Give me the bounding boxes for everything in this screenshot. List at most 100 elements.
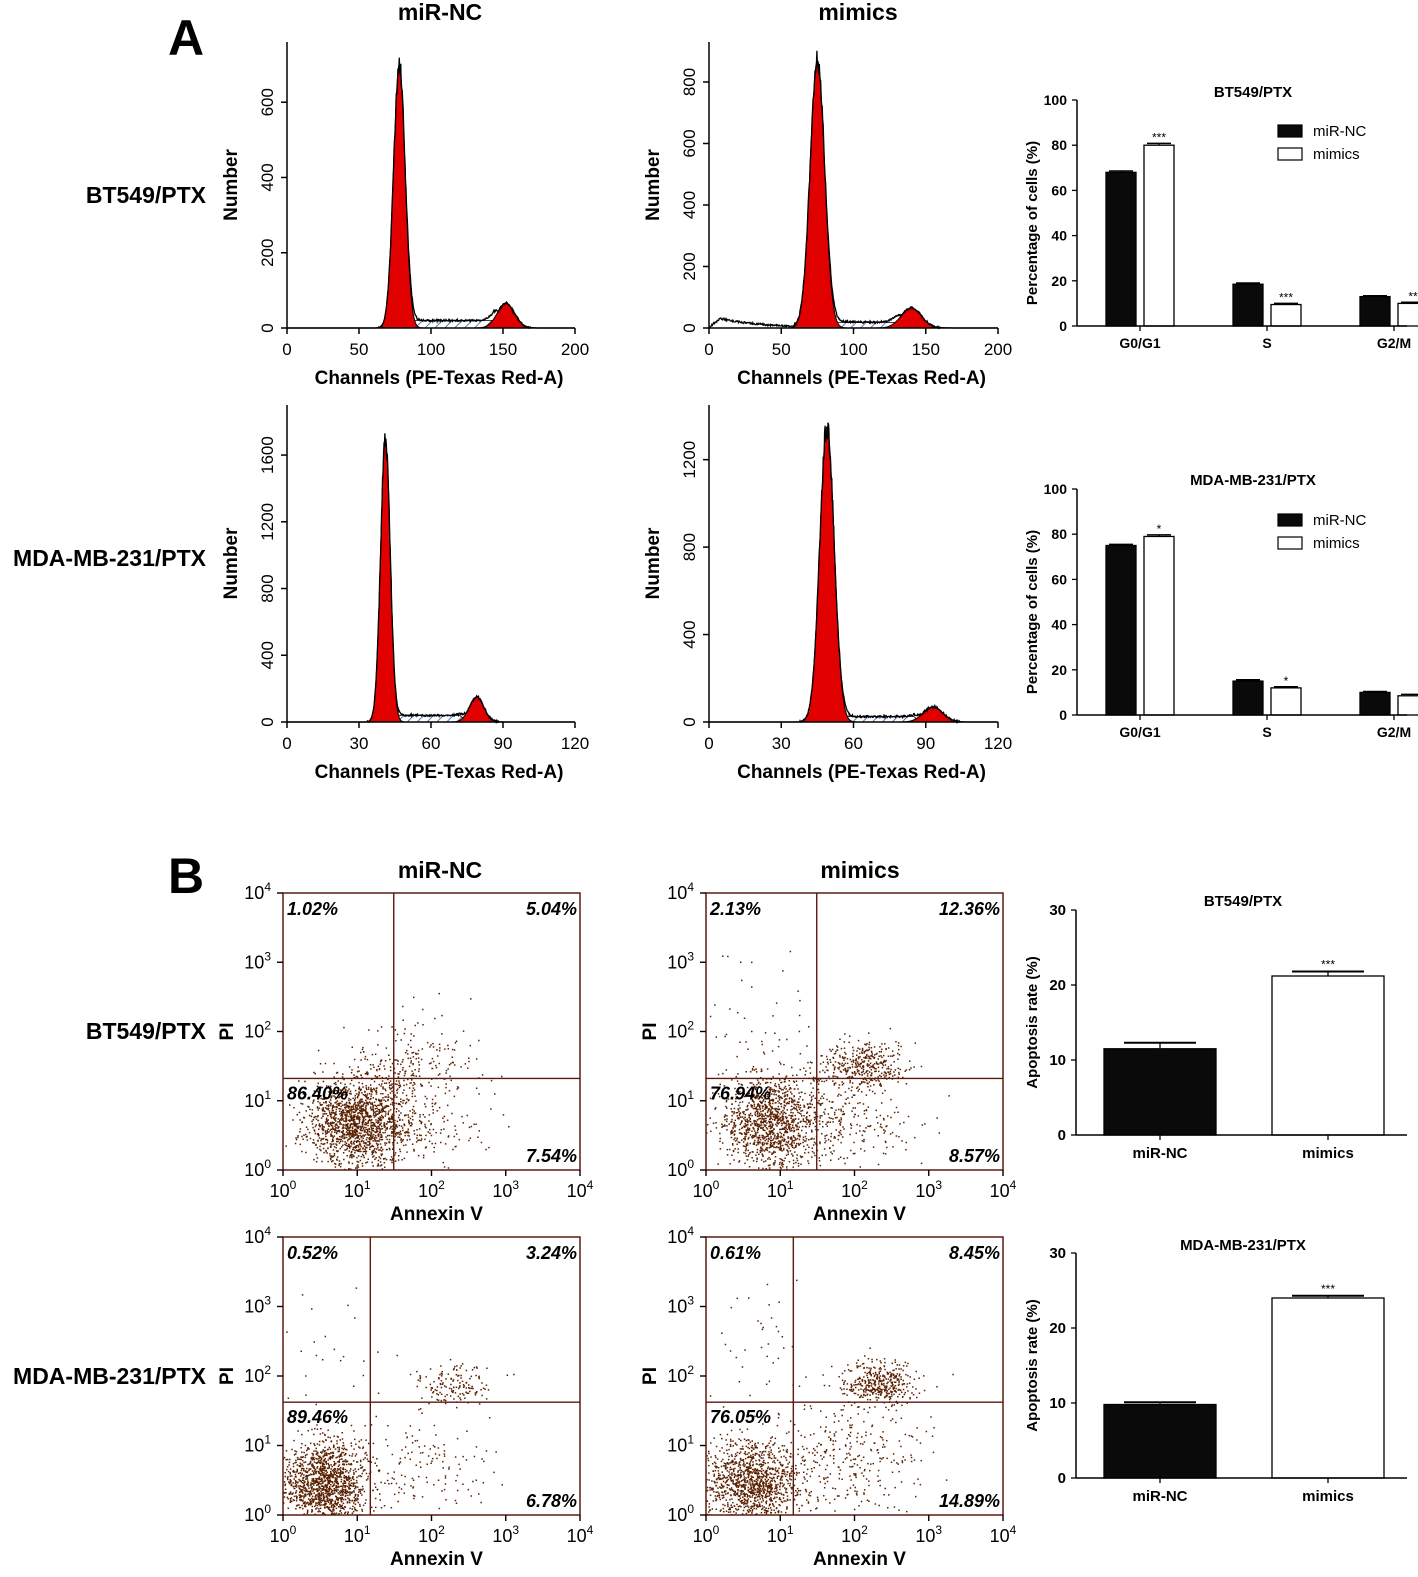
g1-peak [376, 63, 423, 329]
y-axis-label: Number [221, 527, 242, 599]
y-tick-label: 101 [667, 1433, 694, 1456]
y-tick-label: 103 [244, 1294, 271, 1317]
panel-a-row-label-mda: MDA-MB-231/PTX [13, 545, 207, 571]
quadrant-ul-label: 1.02% [287, 899, 338, 919]
legend-swatch-mimics [1277, 147, 1303, 161]
y-axis-label: Number [643, 527, 664, 599]
x-tick-label: 150 [489, 340, 517, 359]
x-tick-label: 100 [417, 340, 445, 359]
plot-frame [282, 1236, 581, 1516]
x-tick-label: 0 [704, 734, 713, 753]
g1-peak [788, 59, 847, 329]
y-tick-label: 102 [244, 1363, 271, 1386]
x-tick-label: 100 [270, 1523, 297, 1546]
significance-label: ** [1408, 289, 1418, 303]
panel-b-row-label-mda: MDA-MB-231/PTX [13, 1363, 207, 1389]
y-tick-label: 30 [1049, 1245, 1066, 1262]
x-tick-label: 120 [561, 734, 589, 753]
significance-label: *** [1321, 958, 1335, 972]
x-tick-label: 100 [270, 1178, 297, 1201]
x-tick-label: 102 [841, 1523, 868, 1546]
x-tick-label: G2/M [1377, 335, 1411, 351]
y-tick-label: 400 [258, 163, 277, 191]
bar-cycle-mda: MDA-MB-231/PTX * G0/G1 * S G2/M 0 20 40 60 80 100 Pe… [1024, 472, 1418, 740]
dot-cloud [283, 1287, 515, 1515]
y-tick-label: 0 [258, 717, 277, 726]
x-tick-label: 100 [693, 1178, 720, 1201]
x-tick-label: 0 [282, 340, 291, 359]
x-tick-label: 0 [704, 340, 713, 359]
x-tick-label: 100 [839, 340, 867, 359]
panel-b-letter: B [168, 848, 204, 904]
y-tick-label: 800 [680, 533, 699, 561]
dot-cloud [285, 992, 510, 1170]
histogram-outline [709, 422, 998, 724]
x-tick-label: 101 [767, 1523, 794, 1546]
x-tick-label: G0/G1 [1119, 335, 1160, 351]
y-tick-label: 1600 [258, 436, 277, 474]
event-dots [706, 950, 950, 1170]
x-tick-label: 101 [344, 1178, 371, 1201]
y-tick-label: 800 [258, 574, 277, 602]
x-tick-label: 200 [561, 340, 589, 359]
y-axis-label: Apoptosis rate (%) [1024, 1299, 1041, 1432]
histogram-outline [287, 57, 575, 330]
panel-a-row-label-bt549: BT549/PTX [86, 182, 207, 208]
hist-bt549-mirnc: 0 50 100 150 200 0 200 400 600 Channels (PE-Texas… [221, 42, 589, 389]
x-tick-label: 102 [418, 1523, 445, 1546]
y-tick-label: 1200 [680, 441, 699, 479]
y-tick-label: 100 [667, 1157, 694, 1180]
hist-bt549-mimics: 0 50 100 150 200 0 200 400 600 800 Channels (PE-Te… [643, 42, 1012, 389]
dot-cloud [706, 950, 950, 1170]
legend-label-mimics: mimics [1313, 535, 1360, 552]
significance-label: * [1157, 522, 1162, 536]
x-tick-label: 102 [841, 1178, 868, 1201]
bar-mimics-G2/M [1397, 695, 1418, 716]
histogram-outline [287, 433, 575, 724]
x-tick-label: 102 [418, 1178, 445, 1201]
plot-frame [705, 892, 1004, 1171]
bar-mimics-S [1270, 303, 1302, 327]
y-axis-label: PI [640, 1367, 661, 1385]
x-axis-label: Channels (PE-Texas Red-A) [315, 368, 564, 389]
legend-label-mimics: mimics [1313, 146, 1360, 163]
bar-mimics-S [1270, 687, 1302, 716]
quadrant-lr-label: 7.54% [526, 1146, 577, 1166]
bar-mimics-G0/G1 [1143, 144, 1175, 327]
x-axis-label: Annexin V [813, 1204, 906, 1225]
y-tick-label: 100 [1044, 92, 1068, 108]
x-tick-label: 104 [990, 1523, 1017, 1546]
x-tick-label: 104 [567, 1523, 594, 1546]
g1-peak [798, 426, 856, 723]
bar-mimics-G0/G1 [1143, 535, 1175, 716]
bar-miR-NC-G0/G1 [1105, 544, 1137, 716]
y-tick-label: 200 [680, 252, 699, 280]
quadrant-ul-label: 2.13% [709, 899, 761, 919]
y-tick-label: 102 [667, 1363, 694, 1386]
quadrant-ul-label: 0.52% [287, 1243, 338, 1263]
y-tick-label: 102 [244, 1019, 271, 1042]
x-tick-label: G2/M [1377, 724, 1411, 740]
y-tick-label: 101 [667, 1088, 694, 1111]
y-tick-label: 100 [1044, 481, 1068, 497]
x-tick-label: 104 [990, 1178, 1017, 1201]
y-tick-label: 800 [680, 68, 699, 96]
y-tick-label: 100 [667, 1502, 694, 1525]
quadrant-lr-label: 6.78% [526, 1491, 577, 1511]
x-tick-label: 104 [567, 1178, 594, 1201]
histogram-outline [708, 50, 998, 330]
y-tick-label: 80 [1051, 137, 1067, 153]
legend-swatch-mimics [1277, 536, 1303, 550]
x-tick-label: 100 [693, 1523, 720, 1546]
legend-swatch-miR-NC [1277, 124, 1303, 138]
quadrant-lr-label: 8.57% [949, 1146, 1000, 1166]
chart-title: BT549/PTX [1204, 893, 1282, 910]
panel-a-title-mimics: mimics [818, 0, 897, 25]
y-tick-label: 600 [680, 129, 699, 157]
x-axis-label: Annexin V [390, 1204, 483, 1225]
y-tick-label: 400 [258, 641, 277, 669]
y-tick-label: 102 [667, 1019, 694, 1042]
